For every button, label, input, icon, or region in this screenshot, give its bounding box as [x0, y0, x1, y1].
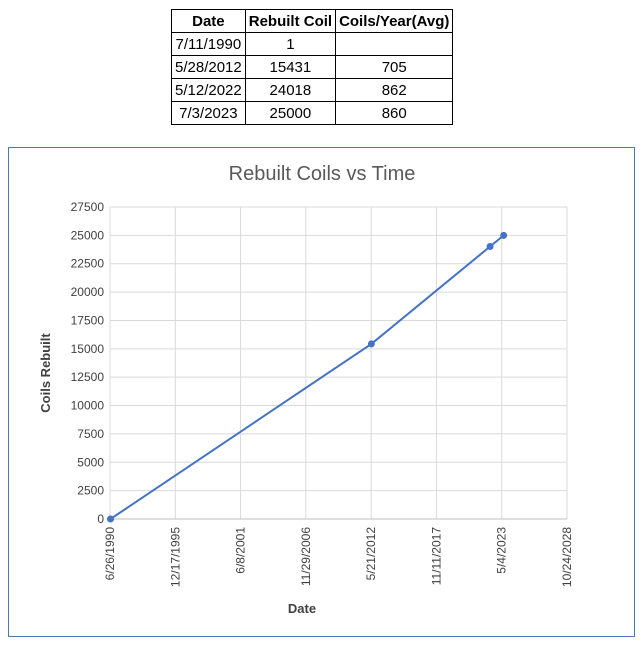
- table-cell-date: 7/3/2023: [171, 101, 246, 125]
- data-point: [367, 340, 375, 348]
- y-tick-label: 10000: [71, 399, 105, 413]
- table-row: 7/11/1990 1: [171, 32, 454, 56]
- data-point: [106, 515, 114, 523]
- y-tick-label: 17500: [71, 313, 105, 327]
- y-tick-label: 27500: [71, 200, 105, 214]
- table-cell-avg: [335, 32, 454, 56]
- x-tick-label: 6/26/1990: [103, 527, 117, 581]
- table-cell-date: 7/11/1990: [171, 32, 246, 56]
- table-cell-avg: 860: [335, 101, 454, 125]
- x-tick-label: 11/29/2006: [299, 527, 313, 586]
- line-chart: Rebuilt Coils vs Time 0 2500 5000 7500 10000…: [38, 163, 574, 616]
- series-rebuilt-coils: [106, 231, 508, 523]
- series-line: [109, 234, 505, 520]
- y-tick-label: 0: [97, 512, 104, 526]
- data-point: [486, 243, 494, 251]
- table-row: 5/12/2022 24018 862: [171, 78, 454, 102]
- header-rebuilt-coil: Rebuilt Coil: [244, 9, 337, 33]
- data-point: [500, 231, 508, 239]
- table-cell-date: 5/12/2022: [171, 78, 246, 102]
- chart-title: Rebuilt Coils vs Time: [229, 163, 416, 185]
- table-cell-avg: 705: [335, 55, 454, 79]
- y-tick-label: 25000: [71, 228, 105, 242]
- y-tick-label: 7500: [77, 427, 104, 441]
- table-cell-rebuilt: 25000: [244, 101, 337, 125]
- x-tick-label: 5/21/2012: [364, 527, 378, 581]
- y-tick-label: 20000: [71, 285, 105, 299]
- y-tick-label: 2500: [77, 484, 104, 498]
- axes: 0 2500 5000 7500 10000 12500 15000 17500 20000 22…: [71, 200, 574, 587]
- x-tick-label: 10/24/2028: [560, 527, 574, 587]
- header-date: Date: [171, 9, 246, 33]
- data-table: Date Rebuilt Coil Coils/Year(Avg) 7/11/1…: [171, 9, 454, 125]
- chart-area: Rebuilt Coils vs Time 0 2500 5000 7500 10000…: [8, 147, 635, 637]
- table-cell-rebuilt: 1: [244, 32, 337, 56]
- table-cell-date: 5/28/2012: [171, 55, 246, 79]
- table-cell-rebuilt: 24018: [244, 78, 337, 102]
- table-cell-rebuilt: 15431: [244, 55, 337, 79]
- table-header-row: Date Rebuilt Coil Coils/Year(Avg): [171, 9, 454, 33]
- y-tick-label: 5000: [77, 455, 104, 469]
- table-row: 7/3/2023 25000 860: [171, 101, 454, 125]
- x-tick-label: 12/17/1995: [168, 527, 182, 587]
- y-tick-label: 15000: [71, 342, 105, 356]
- table-cell-avg: 862: [335, 78, 454, 102]
- x-tick-label: 6/8/2001: [234, 527, 248, 574]
- x-axis-title: Date: [288, 601, 316, 616]
- y-axis-title: Coils Rebuilt: [38, 333, 53, 413]
- gridlines: [109, 206, 568, 520]
- header-coils-per-year: Coils/Year(Avg): [335, 9, 454, 33]
- y-tick-label: 12500: [71, 370, 105, 384]
- table-row: 5/28/2012 15431 705: [171, 55, 454, 79]
- x-tick-label: 11/11/2017: [429, 527, 443, 586]
- x-tick-label: 5/4/2023: [495, 527, 509, 574]
- y-tick-label: 22500: [71, 257, 105, 271]
